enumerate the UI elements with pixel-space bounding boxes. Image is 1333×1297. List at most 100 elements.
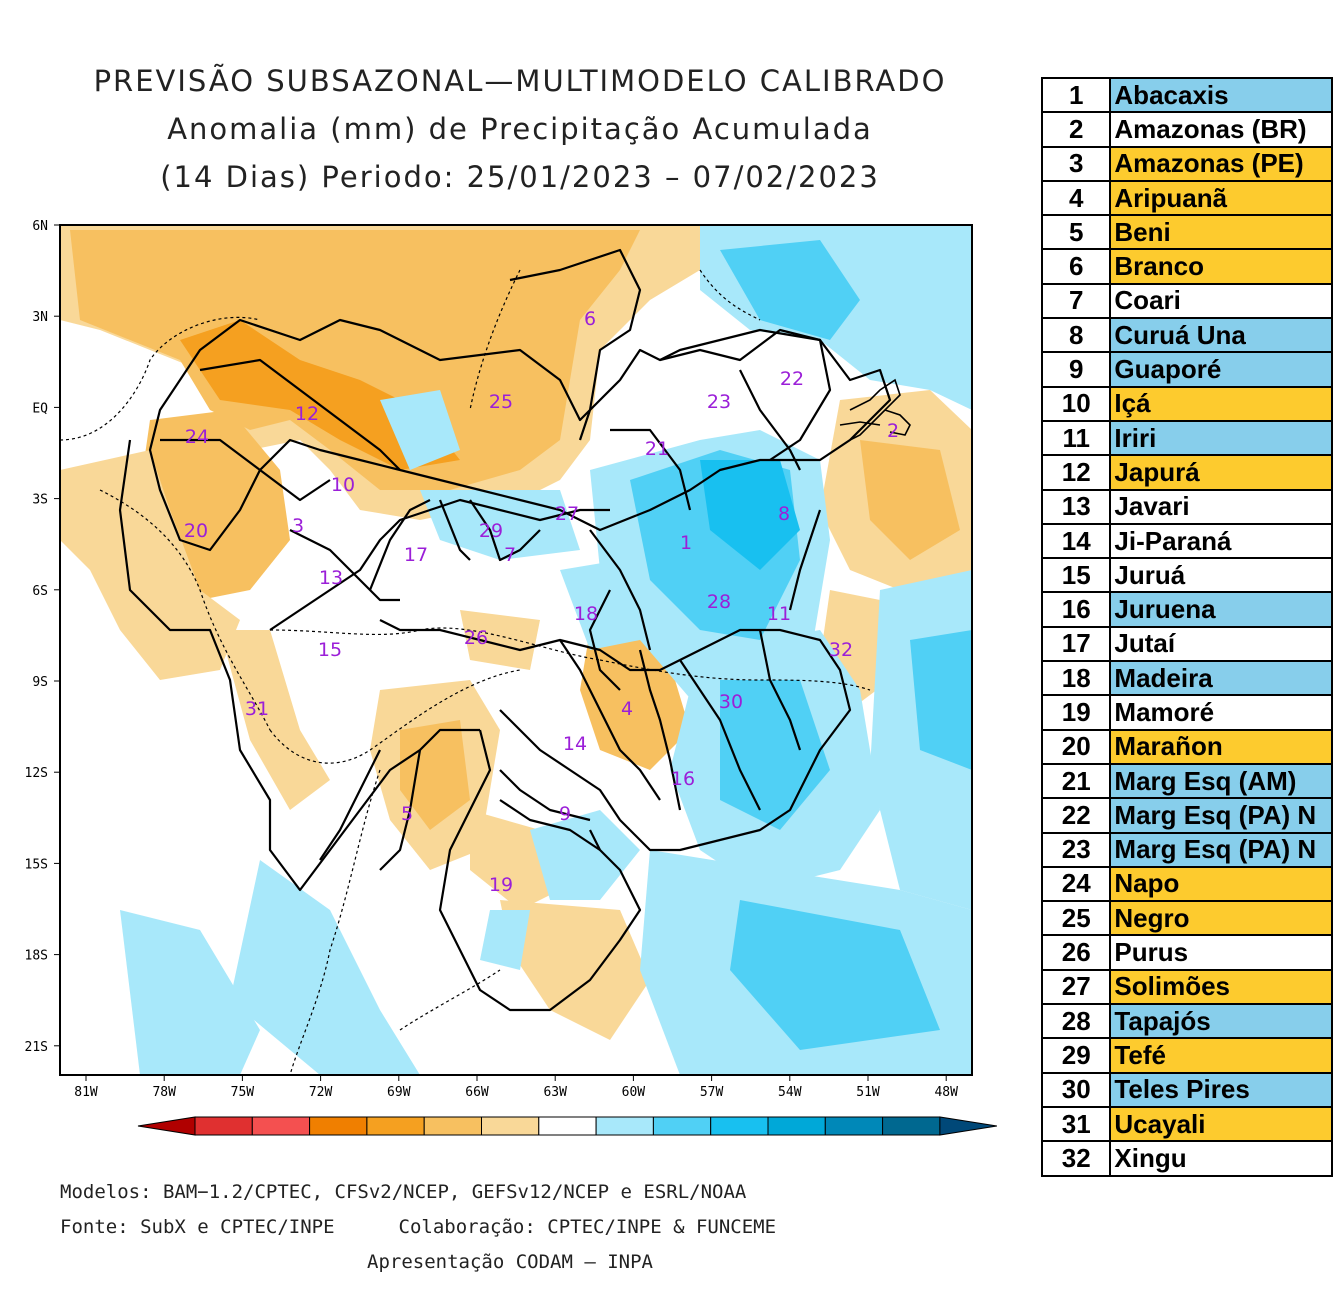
lat-tick-label: 3S bbox=[32, 493, 48, 508]
colorbar-segment bbox=[824, 1116, 884, 1136]
basin-label-5: 5 bbox=[401, 803, 413, 825]
basin-outlines bbox=[118, 248, 892, 1012]
legend-basin-name: Curuá Una bbox=[1109, 317, 1333, 354]
legend-number: 25 bbox=[1040, 900, 1112, 937]
legend-basin-name: Ji-Paraná bbox=[1109, 522, 1333, 560]
legend-basin-name: Tefé bbox=[1109, 1037, 1333, 1074]
legend-basin-name: Abacaxis bbox=[1109, 76, 1333, 114]
lon-tick-label: 51W bbox=[856, 1085, 880, 1100]
legend-row: 31 Ucayali bbox=[1040, 1105, 1333, 1143]
legend-number: 27 bbox=[1040, 968, 1112, 1006]
legend-row: 17 Jutaí bbox=[1040, 625, 1333, 663]
lat-tick-label: EQ bbox=[32, 401, 48, 416]
legend-row: 28 Tapajós bbox=[1040, 1003, 1333, 1040]
legend-number: 13 bbox=[1040, 488, 1112, 525]
colorbar-segment bbox=[194, 1116, 253, 1136]
legend-number: 3 bbox=[1040, 145, 1112, 182]
legend-basin-name: Aripuanã bbox=[1109, 179, 1333, 217]
legend-number: 31 bbox=[1040, 1105, 1112, 1143]
legend-row: 18 Madeira bbox=[1040, 660, 1333, 697]
lon-tick-label: 78W bbox=[152, 1085, 176, 1100]
lat-tick-label: 15S bbox=[25, 857, 48, 872]
legend-number: 21 bbox=[1040, 762, 1112, 800]
colorbar: −150−100−50−25−10−55102550100150mm bbox=[137, 1116, 997, 1136]
legend-row: 32 Xingu bbox=[1040, 1140, 1333, 1177]
legend-basin-name: Guaporé bbox=[1109, 351, 1333, 388]
basin-label-21: 21 bbox=[645, 438, 669, 460]
legend-basin-name: Solimões bbox=[1109, 968, 1333, 1006]
title-line-2: Anomalia (mm) de Precipitação Acumulada bbox=[167, 112, 873, 146]
colorbar-segment bbox=[767, 1116, 826, 1136]
legend-row: 4 Aripuanã bbox=[1040, 179, 1333, 217]
lon-tick-label: 69W bbox=[387, 1085, 411, 1100]
legend-basin-name: Marañon bbox=[1109, 728, 1333, 765]
basin-label-1: 1 bbox=[680, 532, 692, 554]
legend-row: 14 Ji-Paraná bbox=[1040, 522, 1333, 560]
legend-number: 24 bbox=[1040, 865, 1112, 903]
legend-basin-name: Napo bbox=[1109, 865, 1333, 903]
legend-number: 22 bbox=[1040, 797, 1112, 834]
basin-label-4: 4 bbox=[621, 698, 633, 720]
lat-tick-label: 9S bbox=[32, 675, 48, 690]
colorbar-segment bbox=[366, 1116, 425, 1136]
legend-basin-name: Madeira bbox=[1109, 660, 1333, 697]
legend-number: 15 bbox=[1040, 557, 1112, 594]
legend-basin-name: Xingu bbox=[1109, 1140, 1333, 1177]
lat-tick-label: 6N bbox=[32, 219, 48, 234]
legend-row: 20 Marañon bbox=[1040, 728, 1333, 765]
lon-tick-label: 54W bbox=[778, 1085, 802, 1100]
legend-number: 19 bbox=[1040, 694, 1112, 731]
legend-row: 26 Purus bbox=[1040, 934, 1333, 971]
title-line-1: PREVISÃO SUBSAZONAL—MULTIMODELO CALIBRAD… bbox=[93, 64, 947, 98]
basin-label-29: 29 bbox=[479, 520, 503, 542]
basin-label-32: 32 bbox=[829, 639, 853, 661]
colorbar-arrow-left bbox=[137, 1116, 196, 1136]
colorbar-segment bbox=[309, 1116, 368, 1136]
credits-collab: Colaboração: CPTEC/INPE & FUNCEME bbox=[398, 1216, 777, 1238]
lat-tick-label: 3N bbox=[32, 310, 48, 325]
colorbar-segment bbox=[710, 1116, 769, 1136]
legend-row: 24 Napo bbox=[1040, 865, 1333, 903]
basin-label-10: 10 bbox=[331, 474, 355, 496]
lat-tick-label: 21S bbox=[25, 1040, 48, 1055]
legend-basin-name: Mamoré bbox=[1109, 694, 1333, 731]
legend-row: 13 Javari bbox=[1040, 488, 1333, 525]
legend-row: 11 Iriri bbox=[1040, 419, 1333, 457]
legend-number: 32 bbox=[1040, 1140, 1112, 1177]
colorbar-segment bbox=[652, 1116, 712, 1136]
legend-number: 29 bbox=[1040, 1037, 1112, 1074]
legend-row: 22 Marg Esq (PA) N bbox=[1040, 797, 1333, 834]
basin-label-25: 25 bbox=[489, 391, 513, 413]
legend-basin-name: Branco bbox=[1109, 248, 1333, 285]
basin-label-26: 26 bbox=[464, 627, 488, 649]
legend-row: 9 Guaporé bbox=[1040, 351, 1333, 388]
legend-row: 29 Tefé bbox=[1040, 1037, 1333, 1074]
basin-label-8: 8 bbox=[778, 503, 790, 525]
lon-tick-label: 66W bbox=[465, 1085, 489, 1100]
colorbar-segment bbox=[595, 1116, 654, 1136]
credits-presentation: Apresentação CODAM – INPA bbox=[367, 1251, 653, 1273]
legend-number: 20 bbox=[1040, 728, 1112, 765]
legend-row: 23 Marg Esq (PA) N bbox=[1040, 831, 1333, 868]
country-borders bbox=[60, 269, 871, 1075]
basin-label-2: 2 bbox=[887, 420, 899, 442]
legend-number: 7 bbox=[1040, 282, 1112, 320]
legend-row: 12 Japurá bbox=[1040, 454, 1333, 491]
colorbar-segment bbox=[538, 1116, 597, 1136]
credits-source: Fonte: SubX e CPTEC/INPE bbox=[60, 1216, 335, 1238]
basin-label-11: 11 bbox=[767, 603, 791, 625]
colorbar-segment bbox=[423, 1116, 483, 1136]
basin-label-15: 15 bbox=[318, 639, 342, 661]
legend-number: 23 bbox=[1040, 831, 1112, 868]
legend-row: 27 Solimões bbox=[1040, 968, 1333, 1006]
legend-number: 14 bbox=[1040, 522, 1112, 560]
legend-basin-name: Içá bbox=[1109, 385, 1333, 422]
lat-tick-label: 12S bbox=[25, 766, 48, 781]
legend-basin-name: Purus bbox=[1109, 934, 1333, 971]
legend-basin-name: Japurá bbox=[1109, 454, 1333, 491]
legend-basin-name: Tapajós bbox=[1109, 1003, 1333, 1040]
legend-row: 25 Negro bbox=[1040, 900, 1333, 937]
precipitation-anomaly-map: 6N 3N EQ 3S 6S 9S 12S 15S 18S 21S 81W 78W 75W 72W 69W… bbox=[25, 219, 997, 1136]
longitude-axis: 81W 78W 75W 72W 69W 66W 63W 60W 57W 54W 51W 48W bbox=[74, 1075, 958, 1100]
basin-label-23: 23 bbox=[707, 391, 731, 413]
